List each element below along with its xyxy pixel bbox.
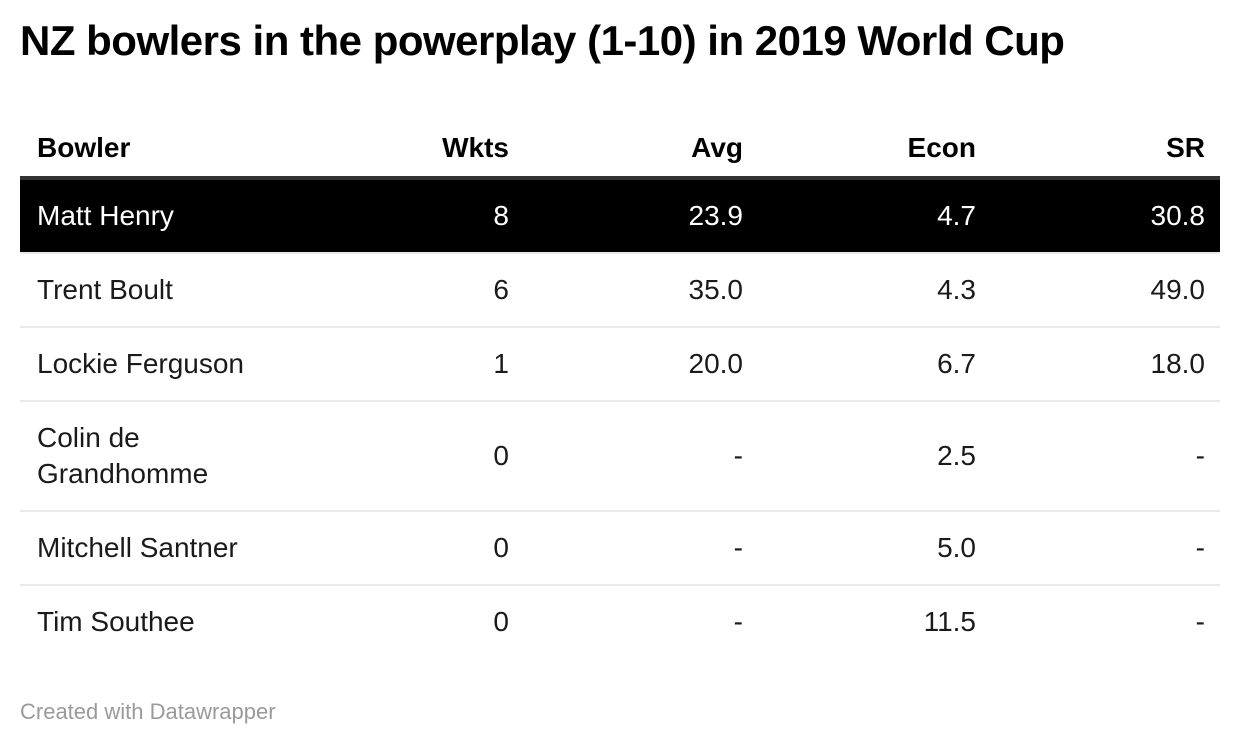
cell-econ: 11.5 <box>923 606 976 637</box>
cell-bowler: Mitchell Santner <box>20 511 290 586</box>
column-header-avg: Avg <box>524 120 758 180</box>
cell-sr: - <box>991 401 1220 512</box>
cell-bowler: Trent Boult <box>20 253 290 328</box>
cell-avg: - <box>524 401 758 512</box>
cell-sr: 30.8 <box>991 178 1220 254</box>
cell-bowler: Matt Henry <box>20 178 290 254</box>
table-row-matt-henry: Matt Henry 8 23.9 4.7 30.8 <box>20 178 1220 254</box>
cell-bowler: Lockie Ferguson <box>20 327 290 402</box>
table-row-trent-boult: Trent Boult 6 35.0 4.3 49.0 <box>20 253 1220 328</box>
cell-wkts: 6 <box>290 253 524 328</box>
cell-bowler: Tim Southee <box>37 606 195 637</box>
cell-sr: - <box>1195 606 1205 637</box>
table-row-lockie-ferguson: Lockie Ferguson 1 20.0 6.7 18.0 <box>20 327 1220 402</box>
cell-sr: - <box>991 511 1220 586</box>
cell-avg: - <box>733 606 743 637</box>
page-title: NZ bowlers in the powerplay (1-10) in 20… <box>20 17 1065 64</box>
column-header-econ: Econ <box>758 120 991 180</box>
cell-sr: 18.0 <box>991 327 1220 402</box>
column-header-wkts: Wkts <box>290 120 524 180</box>
table-row-mitchell-santner: Mitchell Santner 0 - 5.0 - <box>20 511 1220 586</box>
cell-econ: 4.3 <box>758 253 991 328</box>
cell-econ: 6.7 <box>758 327 991 402</box>
header-row: Bowler Wkts Avg Econ SR <box>20 120 1220 180</box>
cell-wkts: 1 <box>290 327 524 402</box>
cell-econ: 5.0 <box>758 511 991 586</box>
cell-avg: 35.0 <box>524 253 758 328</box>
cell-sr: 49.0 <box>991 253 1220 328</box>
cell-avg: 20.0 <box>524 327 758 402</box>
cell-avg: - <box>524 511 758 586</box>
cell-econ: 4.7 <box>758 178 991 254</box>
table-row-tim-southee: Tim Southee 0 - 11.5 - <box>20 585 1220 658</box>
column-header-bowler: Bowler <box>20 120 290 180</box>
cell-wkts: 8 <box>290 178 524 254</box>
bowlers-table: Bowler Wkts Avg Econ SR Matt Henry 8 23.… <box>20 120 1220 658</box>
cell-econ: 2.5 <box>758 401 991 512</box>
cell-bowler: Colin de Grandhomme <box>20 401 290 512</box>
cell-wkts: 0 <box>493 606 509 637</box>
datawrapper-credit-link[interactable]: Created with Datawrapper <box>20 699 276 724</box>
cell-wkts: 0 <box>290 511 524 586</box>
table-row-colin-de-grandhomme: Colin de Grandhomme 0 - 2.5 - <box>20 401 1220 512</box>
column-header-sr: SR <box>991 120 1220 180</box>
cell-wkts: 0 <box>290 401 524 512</box>
cell-avg: 23.9 <box>524 178 758 254</box>
